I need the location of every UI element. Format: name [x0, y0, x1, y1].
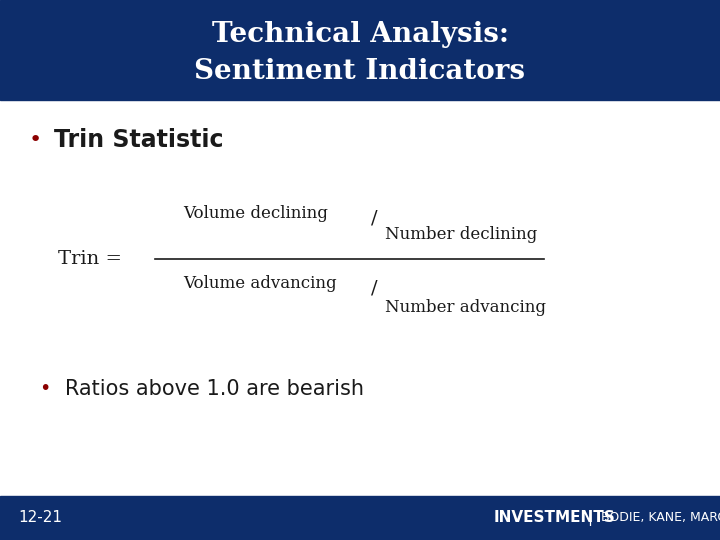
Text: •: • — [29, 130, 42, 151]
Text: /: / — [371, 280, 377, 298]
Text: Trin =: Trin = — [58, 250, 122, 268]
Text: Volume advancing: Volume advancing — [184, 275, 337, 292]
Text: 12-21: 12-21 — [18, 510, 62, 525]
Text: Technical Analysis:: Technical Analysis: — [212, 22, 508, 49]
Text: Ratios above 1.0 are bearish: Ratios above 1.0 are bearish — [65, 379, 364, 399]
Text: BODIE, KANE, MARCUS: BODIE, KANE, MARCUS — [601, 511, 720, 524]
Text: INVESTMENTS: INVESTMENTS — [493, 510, 615, 525]
Bar — [0, 496, 720, 540]
Text: Trin Statistic: Trin Statistic — [54, 129, 223, 152]
Text: •: • — [40, 379, 51, 399]
Text: Number declining: Number declining — [385, 226, 537, 244]
Text: Sentiment Indicators: Sentiment Indicators — [194, 58, 526, 85]
Text: Number advancing: Number advancing — [385, 299, 546, 316]
Text: Volume declining: Volume declining — [184, 205, 328, 222]
Text: |: | — [587, 510, 592, 526]
Text: /: / — [371, 210, 377, 228]
Bar — [0, 0, 720, 100]
